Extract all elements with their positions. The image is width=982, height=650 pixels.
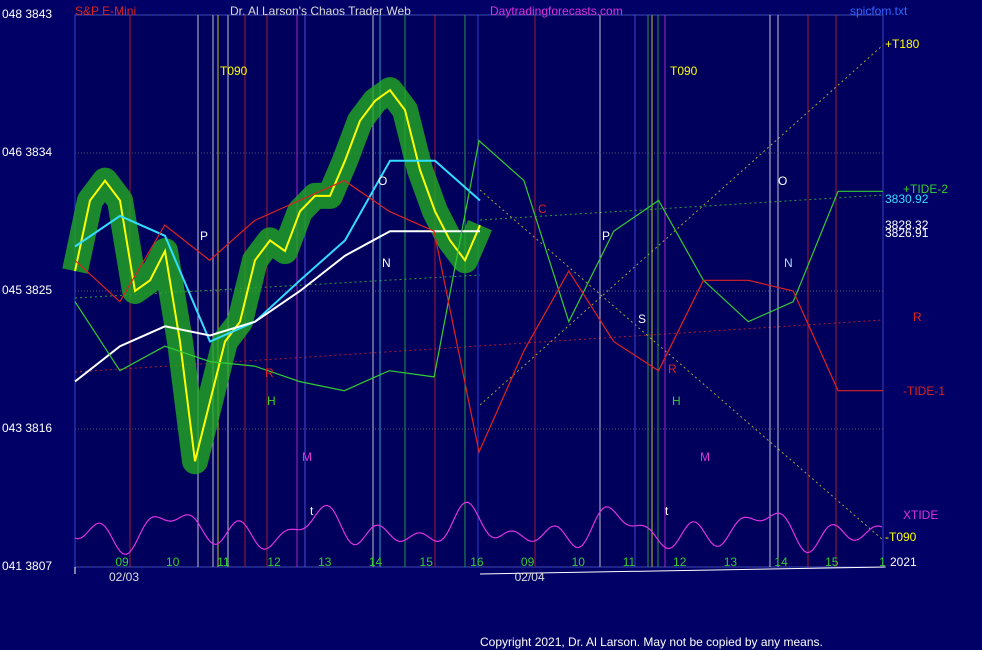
series-line: [74, 230, 480, 383]
annotation: +T180: [885, 37, 920, 51]
annotation: N: [382, 256, 391, 270]
annotation: R: [913, 310, 922, 324]
x-tick-label: 16: [470, 555, 484, 569]
annotation: t: [665, 504, 669, 518]
y-tick-label: 046 3834: [2, 145, 52, 159]
chart-title: S&P E-Mini: [75, 4, 136, 18]
guide-line: [479, 44, 884, 406]
annotation: S: [638, 312, 646, 326]
x-tick-label: 15: [825, 555, 839, 569]
annotation: O: [778, 174, 787, 188]
annotation: H: [672, 394, 681, 408]
header-title: Dr. Al Larson's Chaos Trader Web: [230, 4, 411, 18]
annotation: T090: [670, 64, 698, 78]
plot-area: [74, 14, 884, 568]
annotation: -TIDE-1: [903, 384, 945, 398]
x-tick-label: 10: [166, 555, 180, 569]
annotation: 3830.92: [885, 192, 929, 206]
session-tick: [479, 566, 886, 575]
annotation: T090: [220, 64, 248, 78]
x-tick-label: 1: [879, 555, 886, 569]
annotation: t: [310, 504, 314, 518]
x-tick-label: 11: [623, 555, 636, 569]
x-tick-label: 12: [673, 555, 687, 569]
y-tick-label: 043 3816: [2, 421, 52, 435]
x-tick-label: 14: [369, 555, 383, 569]
forecast-guides: [74, 44, 884, 541]
x-tick-label: 09: [521, 555, 535, 569]
guide-line: [479, 189, 884, 541]
copyright: Copyright 2021, Dr. Al Larson. May not b…: [480, 635, 823, 649]
annotation: P: [602, 229, 610, 243]
x-tick-label: 13: [318, 555, 332, 569]
series-line: [74, 179, 883, 454]
header-file: spicfom.txt: [850, 4, 908, 18]
y-tick-label: 045 3825: [2, 283, 52, 297]
annotation: N: [784, 256, 793, 270]
xtide-line: [74, 501, 883, 556]
x-tick-label: 10: [572, 555, 586, 569]
annotation: XTIDE: [903, 508, 938, 522]
annotation: R: [668, 362, 677, 376]
header-site: Daytradingforecasts.com: [490, 4, 623, 18]
annotation: +TIDE-2: [903, 182, 948, 196]
annotation: 2021: [890, 555, 917, 569]
x-tick-label: 13: [724, 555, 738, 569]
x-tick-label: 15: [420, 555, 434, 569]
annotation: -T090: [885, 530, 917, 544]
session-date: 02/04: [515, 570, 545, 584]
annotation: P: [200, 229, 208, 243]
annotation: M: [700, 450, 710, 464]
y-tick-label: 048 3843: [2, 7, 52, 21]
annotation: 3826.91: [885, 226, 929, 240]
x-tick-label: 14: [774, 555, 788, 569]
annotation: R: [265, 366, 274, 380]
annotation: H: [267, 394, 276, 408]
guide-line: [479, 194, 884, 221]
session-date: 02/03: [109, 570, 139, 584]
annotation: O: [378, 174, 387, 188]
series-line: [74, 139, 883, 392]
series-line: [74, 88, 481, 462]
x-tick-label: 11: [217, 555, 230, 569]
annotation: M: [302, 450, 312, 464]
y-tick-label: 041 3807: [2, 559, 52, 573]
series-line: [74, 159, 481, 343]
annotation: 3828.32: [885, 218, 929, 232]
annotation: C: [538, 202, 547, 216]
x-tick-label: 09: [115, 555, 129, 569]
x-tick-label: 12: [267, 555, 281, 569]
